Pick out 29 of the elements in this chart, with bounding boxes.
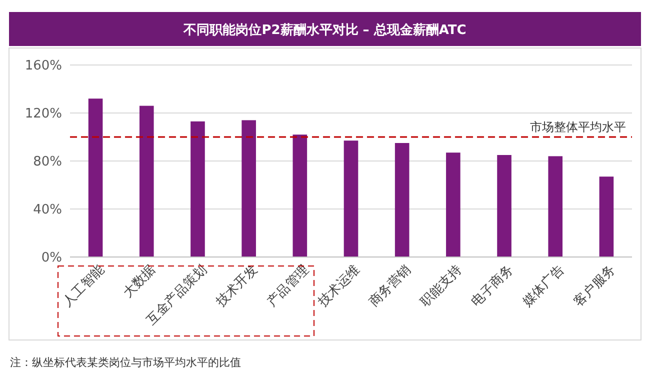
bar	[344, 140, 358, 257]
text: 注：纵坐标代表某类岗位与市场平均水平的比值	[10, 356, 241, 369]
bar	[446, 152, 460, 257]
y-tick-label: 120%	[24, 106, 62, 122]
bar	[190, 121, 205, 257]
x-tick-label: 职能支持	[418, 262, 466, 310]
x-tick-label: 客户服务	[570, 262, 618, 310]
y-tick-label: 80%	[33, 154, 62, 170]
x-tick-label: 人工智能	[60, 262, 108, 310]
chart-title: 不同职能岗位P2薪酬水平对比 – 总现金薪酬ATC	[182, 22, 466, 38]
x-tick-label: 技术开发	[212, 262, 261, 311]
y-tick-label: 160%	[24, 58, 62, 74]
bar	[242, 120, 256, 257]
bar	[394, 143, 410, 257]
bar	[548, 156, 563, 257]
bar	[599, 176, 614, 257]
x-tick-label: 大数据	[120, 262, 159, 301]
x-tick-label: 媒体广告	[520, 262, 568, 310]
bar	[139, 106, 154, 257]
bar	[88, 98, 103, 257]
x-tick-label: 技术运维	[314, 262, 364, 311]
x-tick-label: 商务营销	[366, 262, 414, 310]
y-tick-label: 40%	[33, 202, 62, 218]
ref-line-label: 市场整体平均水平	[530, 120, 626, 134]
bar	[292, 134, 308, 257]
y-tick-label: 0%	[41, 250, 62, 266]
x-tick-label: 电子商务	[468, 262, 516, 310]
bar	[497, 155, 512, 257]
x-tick-label: 产品管理	[264, 262, 312, 310]
